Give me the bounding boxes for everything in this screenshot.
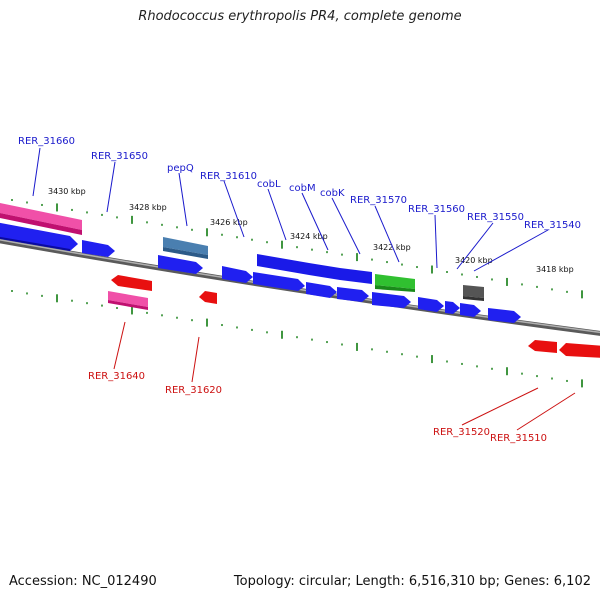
scale-label-3428: 3428 kbp [129,203,167,212]
gene-rer-31660[interactable] [0,202,82,235]
gene-rer-31540[interactable] [463,285,484,301]
map-title: Rhodococcus erythropolis PR4, complete g… [138,9,462,24]
gene-rer-31550[interactable] [445,301,481,317]
gene-label-rer-31510: RER_31510 [490,433,547,444]
gene-label-rer-31520: RER_31520 [433,427,490,438]
gene-rer-31510[interactable] [559,343,600,358]
gene-label-cobk: cobK [320,188,345,199]
leader-lines-top [32,147,549,272]
gene-forward-b3[interactable] [372,292,411,308]
scale-label-3420: 3420 kbp [455,256,493,265]
gene-label-rer-31660: RER_31660 [18,136,75,147]
gene-label-rer-31650: RER_31650 [91,151,148,162]
gene-label-rer-31570: RER_31570 [350,195,407,206]
accession-text: Accession: NC_012490 [9,574,157,589]
scale-label-3422: 3422 kbp [373,243,411,252]
gene-pepq[interactable] [163,237,208,259]
gene-label-cobm: cobM [289,183,316,194]
gene-label-rer-31640: RER_31640 [88,371,145,382]
gene-rer-31560[interactable] [418,297,444,312]
genome-backbone [0,238,600,336]
gene-label-rer-31550: RER_31550 [467,212,524,223]
gene-forward-b4[interactable] [488,308,521,323]
scale-label-3430: 3430 kbp [48,187,86,196]
gene-label-pepq: pepQ [167,163,194,174]
gene-forward-b2[interactable] [158,255,203,274]
gene-rer-31570[interactable] [375,274,415,292]
gene-label-rer-31560: RER_31560 [408,204,465,215]
scale-label-3424: 3424 kbp [290,232,328,241]
gene-label-rer-31620: RER_31620 [165,385,222,396]
gene-cobm[interactable] [306,263,340,298]
gene-rer-31620[interactable] [199,291,217,304]
gene-rer-31650[interactable] [0,222,78,251]
genome-summary-text: Topology: circular; Length: 6,516,310 bp… [233,574,591,589]
gene-rer-31640[interactable] [108,275,152,310]
gene-rer-31520[interactable] [528,340,557,353]
leader-lines-bottom [113,321,576,431]
gene-rer-31610[interactable] [222,266,253,283]
gene-label-rer-31540: RER_31540 [524,220,581,231]
scale-ticks [11,199,583,388]
scale-label-3426: 3426 kbp [210,218,248,227]
gene-label-cobl: cobL [257,179,281,190]
gene-label-rer-31610: RER_31610 [200,171,257,182]
scale-label-3418: 3418 kbp [536,265,574,274]
gene-cobk[interactable] [337,268,372,302]
gene-forward-b1[interactable] [82,240,115,257]
gene-cobl[interactable] [253,254,309,291]
